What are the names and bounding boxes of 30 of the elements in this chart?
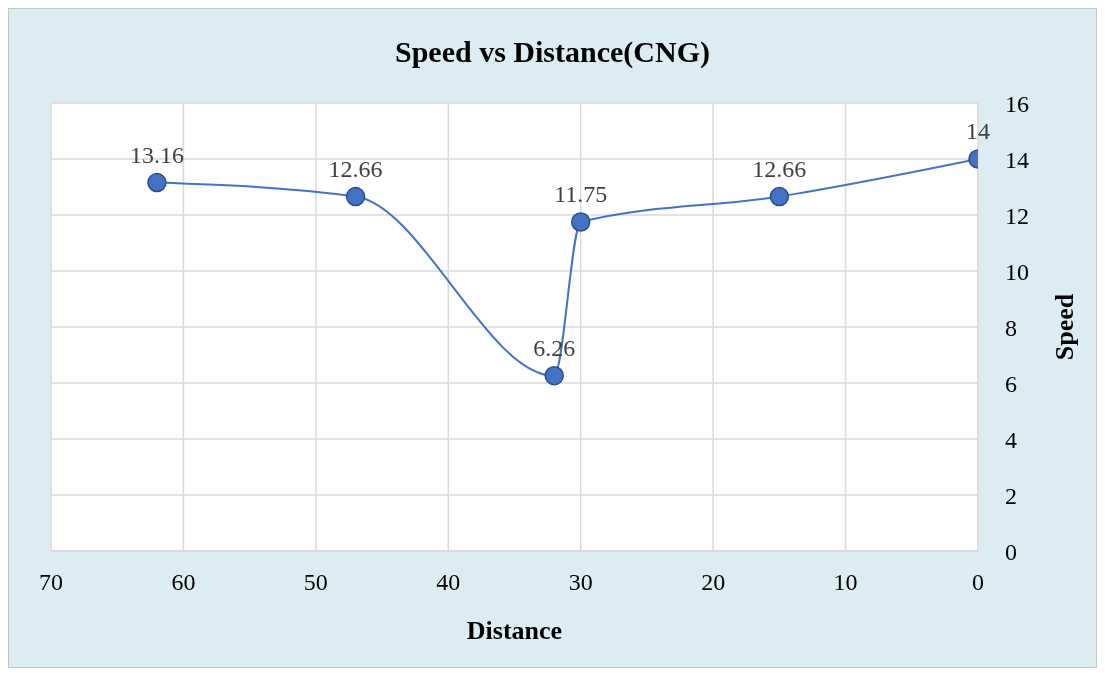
data-label: 11.75 [554, 181, 608, 207]
x-tick-label: 40 [436, 569, 461, 596]
point [345, 186, 366, 207]
x-tick-label: 50 [303, 569, 328, 596]
y-tick-label: 2 [1005, 482, 1017, 509]
x-tick-label: 20 [701, 569, 726, 596]
y-tick-label: 12 [1005, 202, 1029, 229]
y-tick-label: 4 [1005, 426, 1017, 453]
point [147, 172, 167, 193]
x-tick-label: 60 [171, 569, 196, 596]
point [769, 186, 790, 207]
point [544, 365, 564, 386]
y-tick-label: 10 [1005, 258, 1029, 285]
y-axis-title: Speed [1049, 293, 1079, 361]
x-tick-label: 10 [833, 569, 858, 596]
y-tick-label: 16 [1005, 90, 1029, 117]
data-label: 14 [966, 118, 990, 144]
y-tick-label: 6 [1005, 370, 1017, 397]
y-tick-label: 0 [1005, 538, 1017, 565]
chart-title: Speed vs Distance(CNG) [394, 34, 711, 70]
point [570, 212, 591, 232]
x-tick-label: 30 [568, 569, 593, 596]
x-tick-label: 70 [39, 569, 63, 596]
data-label: 12.66 [328, 155, 383, 182]
data-label: 13.16 [129, 141, 184, 168]
y-tick-label: 14 [1005, 146, 1029, 173]
x-tick-label: 0 [972, 569, 984, 596]
y-tick-label: 8 [1005, 314, 1017, 341]
x-axis-title: Distance [466, 616, 563, 645]
data-label: 12.66 [752, 155, 807, 182]
